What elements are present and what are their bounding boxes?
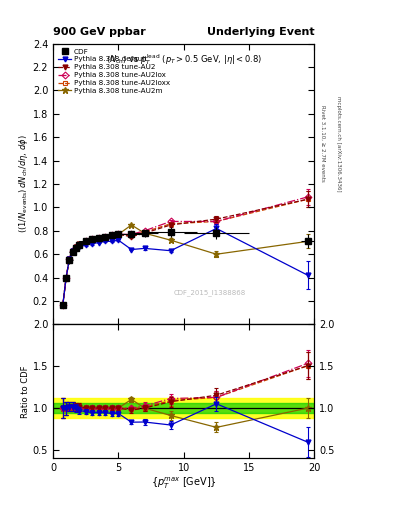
Text: mcplots.cern.ch [arXiv:1306.3436]: mcplots.cern.ch [arXiv:1306.3436] — [336, 96, 341, 191]
Text: CDF_2015_I1388868: CDF_2015_I1388868 — [174, 290, 246, 296]
Text: Underlying Event: Underlying Event — [207, 27, 314, 37]
X-axis label: $\{p_T^{max}$ [GeV]$\}$: $\{p_T^{max}$ [GeV]$\}$ — [151, 476, 217, 492]
Text: Rivet 3.1.10, ≥ 2.7M events: Rivet 3.1.10, ≥ 2.7M events — [320, 105, 325, 182]
Text: 900 GeV ppbar: 900 GeV ppbar — [53, 27, 146, 37]
Y-axis label: $((1/N_\mathrm{events})\,dN_\mathrm{ch}/d\eta,\,d\phi)$: $((1/N_\mathrm{events})\,dN_\mathrm{ch}/… — [17, 135, 30, 233]
Text: $\langle N_\mathrm{ch}\rangle$ vs $p_T^\mathrm{lead}$ ($p_T > 0.5$ GeV, $|\eta| : $\langle N_\mathrm{ch}\rangle$ vs $p_T^\… — [106, 52, 262, 67]
Legend: CDF, Pythia 8.308 default, Pythia 8.308 tune-AU2, Pythia 8.308 tune-AU2lox, Pyth: CDF, Pythia 8.308 default, Pythia 8.308 … — [57, 47, 172, 95]
Y-axis label: Ratio to CDF: Ratio to CDF — [21, 365, 30, 418]
